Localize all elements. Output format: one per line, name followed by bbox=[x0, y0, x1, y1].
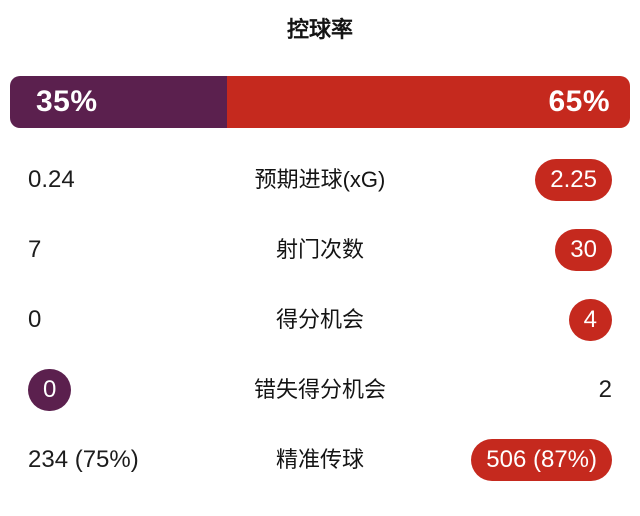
stat-label: 得分机会 bbox=[275, 306, 364, 332]
stat-home-value: 0.24 bbox=[28, 165, 75, 193]
possession-bar-away-segment: 65% bbox=[227, 76, 630, 128]
stat-label: 预期进球(xG) bbox=[254, 166, 386, 192]
stat-home-cell: 0 bbox=[28, 306, 208, 335]
stat-row-accurate-passes: 234 (75%) 精准传球 506 (87%) bbox=[0, 425, 640, 495]
possession-title: 控球率 bbox=[286, 17, 353, 42]
stat-away-cell: 2 bbox=[432, 376, 612, 405]
stat-row-shots: 7 射门次数 30 bbox=[0, 215, 640, 285]
stat-home-cell: 0.24 bbox=[28, 166, 208, 195]
stat-away-cell: 4 bbox=[432, 298, 612, 342]
stat-row-big-chances-missed: 0 错失得分机会 2 bbox=[0, 355, 640, 425]
stat-away-cell: 2.25 bbox=[432, 158, 612, 202]
stat-away-value: 2 bbox=[598, 375, 612, 403]
stat-row-big-chances: 0 得分机会 4 bbox=[0, 285, 640, 355]
stat-label: 错失得分机会 bbox=[253, 376, 386, 402]
stat-away-badge: 4 bbox=[568, 298, 612, 342]
stat-away-badge: 30 bbox=[555, 228, 612, 272]
possession-bar-home-segment: 35% bbox=[10, 76, 227, 128]
stat-away-badge: 2.25 bbox=[535, 158, 612, 202]
stat-away-badge: 506 (87%) bbox=[471, 438, 612, 482]
stat-home-cell: 0 bbox=[28, 368, 208, 412]
stat-row-expected-goals: 0.24 预期进球(xG) 2.25 bbox=[0, 145, 640, 215]
stat-home-cell: 7 bbox=[28, 236, 208, 265]
stat-home-value: 234 (75%) bbox=[28, 445, 139, 473]
stat-home-value: 7 bbox=[28, 235, 42, 263]
stats-list: 0.24 预期进球(xG) 2.25 7 射门次数 30 0 得分机会 4 bbox=[0, 145, 640, 495]
stat-label: 精准传球 bbox=[275, 446, 364, 472]
possession-home-percentage: 35% bbox=[36, 85, 98, 118]
stat-away-cell: 30 bbox=[432, 228, 612, 272]
stat-home-cell: 234 (75%) bbox=[28, 446, 208, 475]
stat-home-badge: 0 bbox=[28, 368, 72, 412]
possession-bar: 35% 65% bbox=[10, 76, 630, 128]
possession-away-percentage: 65% bbox=[548, 85, 610, 118]
stat-label: 射门次数 bbox=[275, 236, 364, 262]
stat-away-cell: 506 (87%) bbox=[432, 438, 612, 482]
stat-home-value: 0 bbox=[28, 305, 42, 333]
